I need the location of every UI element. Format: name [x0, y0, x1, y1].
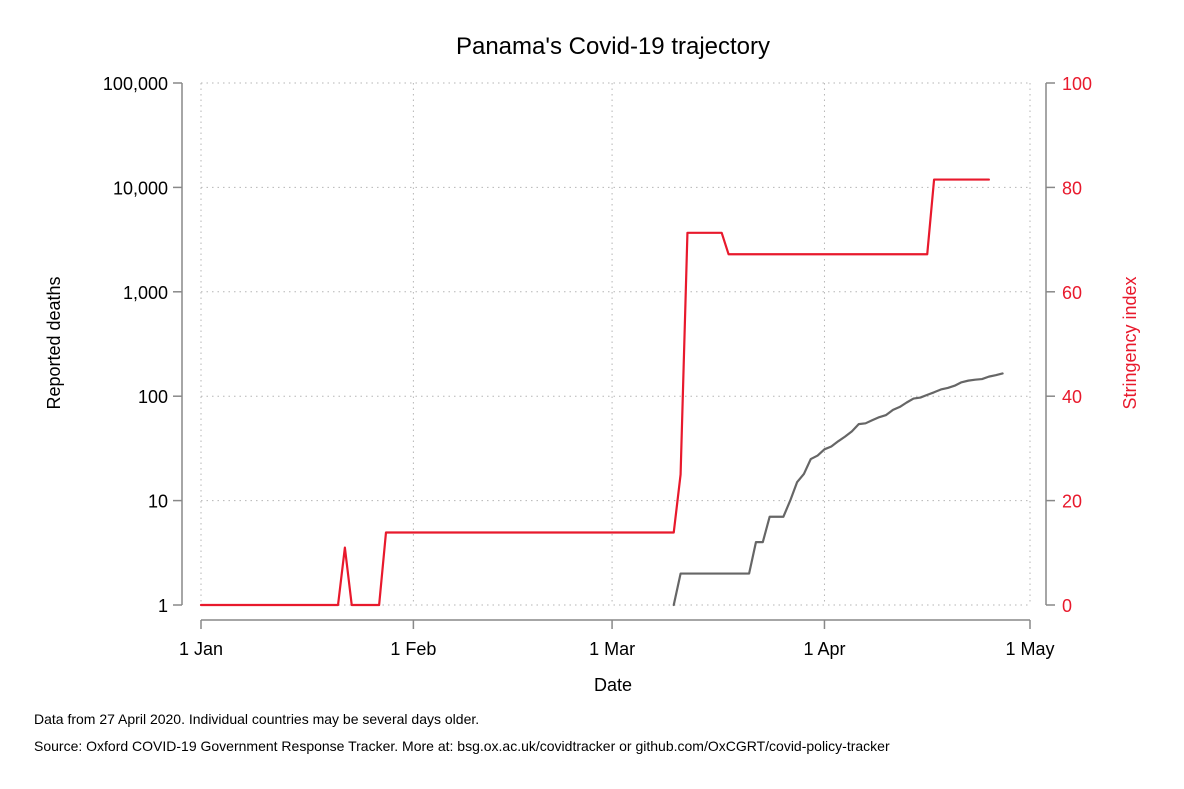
x-tick-label: 1 Feb	[390, 639, 436, 659]
footnote-data-date: Data from 27 April 2020. Individual coun…	[34, 711, 480, 727]
chart: 1 10 100 1,000 10,000 100,000 0 20 40 60 80 100 1 Ja…	[44, 33, 1140, 695]
footnote-source: Source: Oxford COVID-19 Government Respo…	[34, 738, 890, 754]
y-left-tick-label: 1	[158, 596, 168, 616]
y-left-tick-label: 1,000	[123, 283, 168, 303]
y-right-tick-label: 20	[1062, 492, 1082, 512]
y-right-tick-label: 80	[1062, 178, 1082, 198]
y-right-tick-label: 100	[1062, 74, 1092, 94]
axes	[181, 83, 1047, 621]
grid-lines	[200, 82, 1031, 606]
y-left-tick-label: 10,000	[113, 178, 168, 198]
stringency-line	[199, 178, 990, 607]
y-left-tick-label: 100	[138, 387, 168, 407]
x-tick-label: 1 Jan	[179, 639, 223, 659]
y-left-axis-label: Reported deaths	[44, 276, 64, 409]
y-left-tick-label: 10	[148, 492, 168, 512]
y-right-tick-label: 0	[1062, 596, 1072, 616]
x-tick-label: 1 Mar	[589, 639, 635, 659]
deaths-line	[672, 372, 1004, 607]
y-right-tick-label: 60	[1062, 283, 1082, 303]
chart-title: Panama's Covid-19 trajectory	[456, 33, 770, 60]
x-tick-label: 1 Apr	[803, 639, 845, 659]
y-right-tick-label: 40	[1062, 387, 1082, 407]
x-axis-label: Date	[594, 675, 632, 695]
x-tick-label: 1 May	[1005, 639, 1054, 659]
y-left-tick-label: 100,000	[103, 74, 168, 94]
y-right-axis-label: Stringency index	[1120, 276, 1140, 409]
data-series	[199, 178, 1004, 607]
tick-labels: 1 10 100 1,000 10,000 100,000 0 20 40 60 80 100 1 Ja…	[103, 74, 1092, 659]
